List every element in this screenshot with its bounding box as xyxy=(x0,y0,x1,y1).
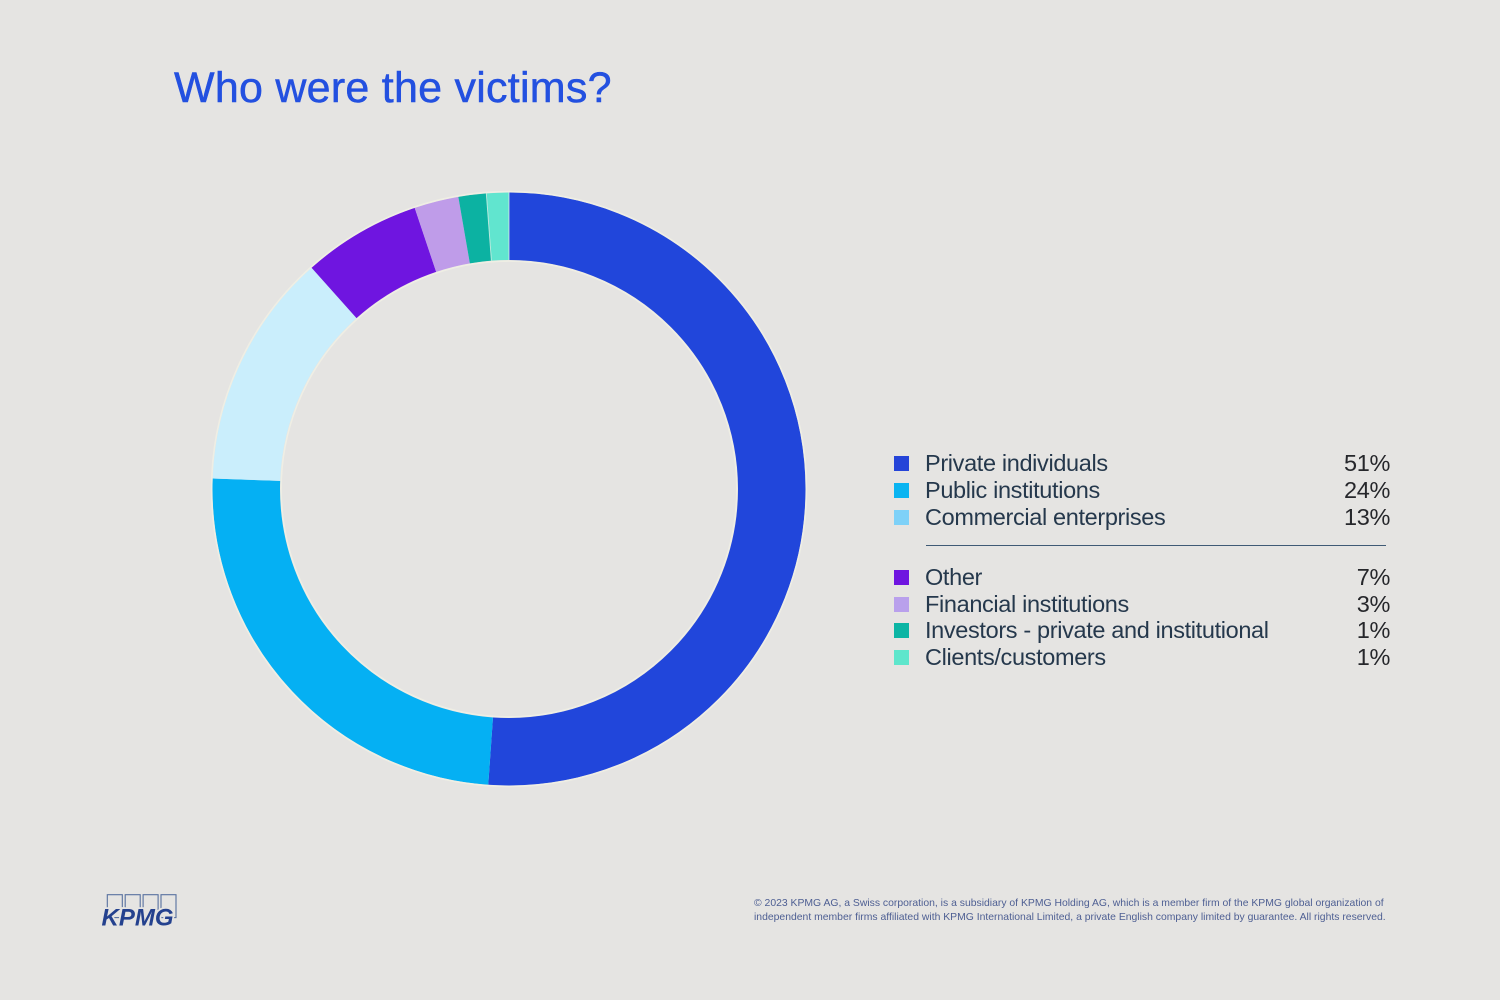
svg-text:KPMG: KPMG xyxy=(102,905,174,932)
svg-text:KPMG: KPMG xyxy=(102,905,174,932)
